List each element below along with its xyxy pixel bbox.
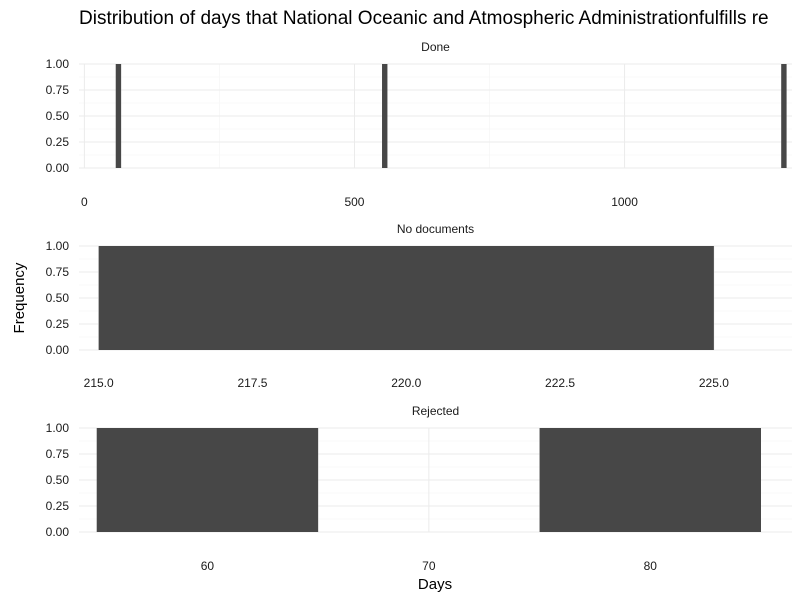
facet-panel-0: 0.00 0.25 0.50 0.75 1.00 0 500 1000 Done — [46, 40, 792, 209]
y-tick-label: 0.75 — [46, 447, 70, 461]
x-tick-label: 60 — [201, 559, 215, 573]
y-tick-label: 0.25 — [46, 499, 70, 513]
x-tick-label: 70 — [422, 559, 436, 573]
x-tick-label: 220.0 — [391, 376, 421, 390]
histogram-bar — [781, 64, 787, 168]
y-tick-label: 0.50 — [46, 291, 70, 305]
facet-strip-label: Done — [421, 40, 450, 54]
y-tick-label: 0.00 — [46, 343, 70, 357]
x-tick-label: 80 — [644, 559, 658, 573]
y-tick-label: 0.00 — [46, 525, 70, 539]
y-tick-label: 0.75 — [46, 265, 70, 279]
y-tick-label: 0.25 — [46, 135, 70, 149]
x-tick-label: 1000 — [611, 195, 638, 209]
facet-strip-label: No documents — [397, 222, 474, 236]
x-tick-label: 0 — [81, 195, 88, 209]
y-tick-label: 0.00 — [46, 161, 70, 175]
x-tick-label: 215.0 — [84, 376, 114, 390]
x-tick-label: 222.5 — [545, 376, 575, 390]
facet-panel-1: 0.00 0.25 0.50 0.75 1.00 215.0 217.5 220.0 222.5… — [46, 222, 792, 390]
y-axis-title: Frequency — [11, 262, 28, 333]
x-tick-label: 500 — [344, 195, 364, 209]
y-tick-label: 0.50 — [46, 473, 70, 487]
y-tick-label: 1.00 — [46, 421, 70, 435]
y-tick-label: 0.75 — [46, 83, 70, 97]
histogram-bar — [382, 64, 388, 168]
histogram-bar — [115, 64, 122, 168]
facet-panel-2: 0.00 0.25 0.50 0.75 1.00 60 70 80 Rejected — [46, 404, 792, 573]
facet-panels: 0.00 0.25 0.50 0.75 1.00 0 500 1000 Done 0.00 0.25… — [46, 40, 792, 573]
facet-strip-label: Rejected — [412, 404, 459, 418]
y-tick-label: 1.00 — [46, 239, 70, 253]
histogram-bar — [539, 428, 761, 532]
histogram-bar — [96, 428, 319, 532]
y-tick-label: 0.50 — [46, 109, 70, 123]
x-axis-title: Days — [418, 576, 452, 593]
histogram-bar — [98, 246, 714, 350]
y-tick-label: 1.00 — [46, 57, 70, 71]
x-tick-label: 225.0 — [699, 376, 729, 390]
y-tick-label: 0.25 — [46, 317, 70, 331]
chart-title: Distribution of days that National Ocean… — [79, 8, 769, 29]
x-tick-label: 217.5 — [237, 376, 267, 390]
